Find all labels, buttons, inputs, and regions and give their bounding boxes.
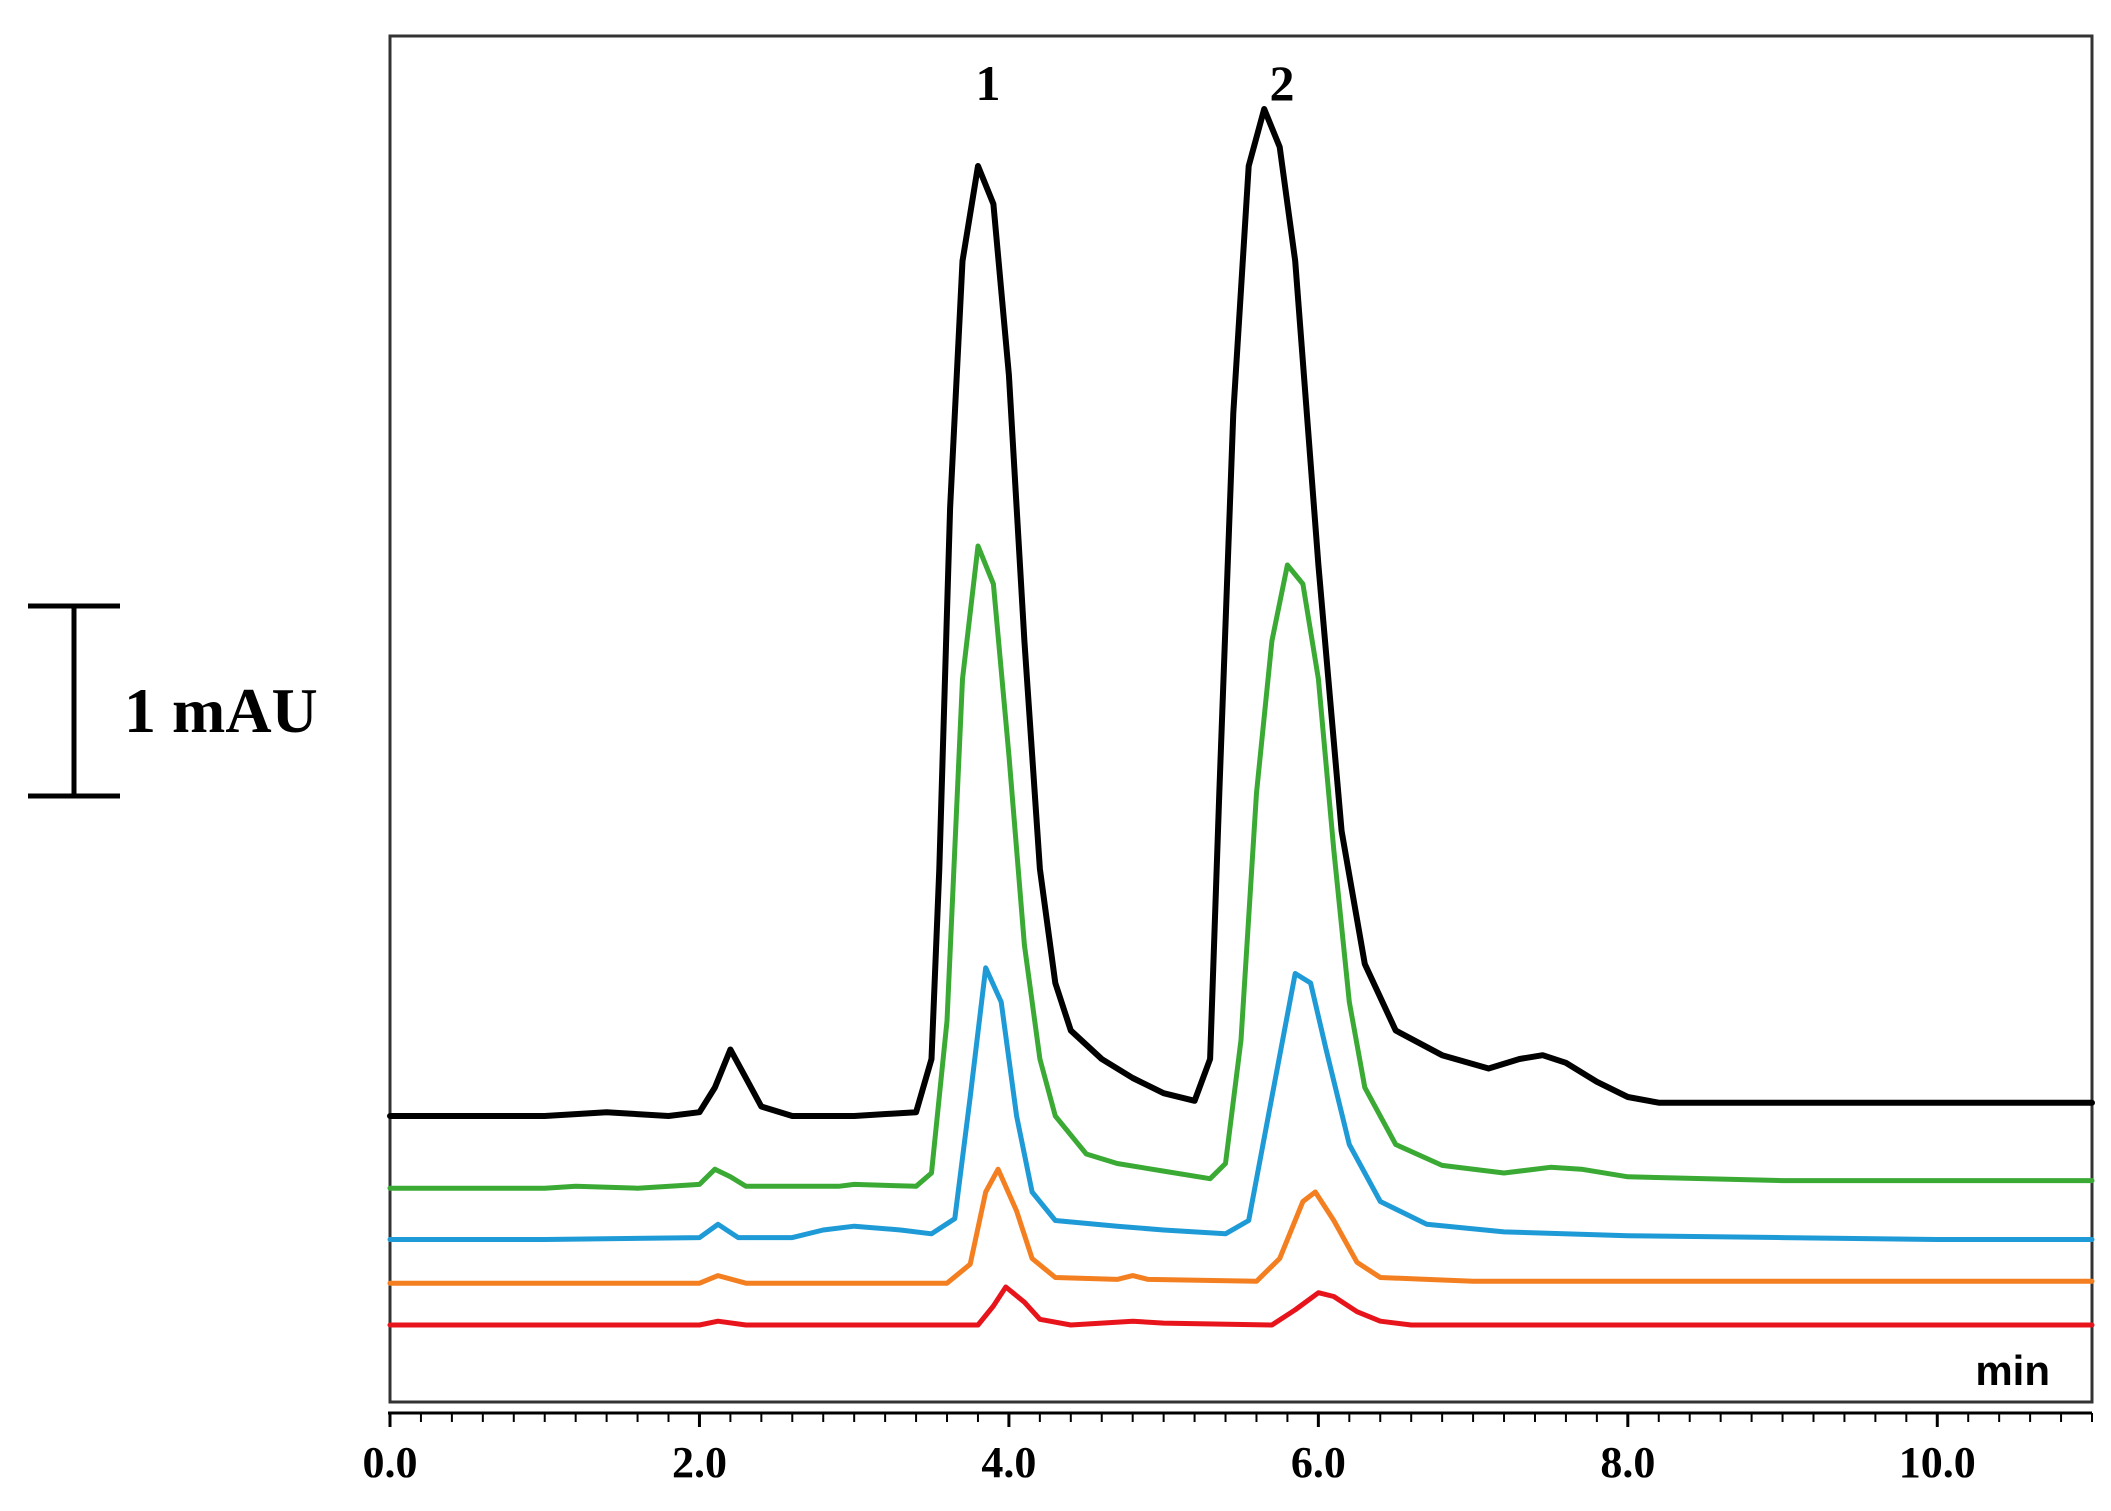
series-line — [387, 106, 2095, 1119]
series-line — [387, 1166, 2095, 1286]
x-tick-label: 2.0 — [672, 1438, 727, 1487]
x-tick-label: 8.0 — [1600, 1438, 1655, 1487]
scale-bar-label: 1 mAU — [124, 675, 318, 746]
x-tick-label: 10.0 — [1899, 1438, 1976, 1487]
x-tick-label: 6.0 — [1291, 1438, 1346, 1487]
peak-label: 1 — [975, 55, 1000, 111]
x-axis-tick-labels: 0.0 2.0 4.0 6.0 8.0 10.0 — [363, 1438, 1976, 1487]
plot-frame — [388, 34, 2094, 1404]
series-line — [387, 965, 2095, 1242]
scale-bar: 1 mAU — [28, 603, 318, 799]
peak-label: 2 — [1269, 55, 1294, 111]
x-tick-label: 4.0 — [981, 1438, 1036, 1487]
series-line — [387, 1284, 2095, 1328]
x-axis-unit-label: min — [1975, 1347, 2050, 1394]
series-line — [387, 543, 2095, 1191]
series-layer — [387, 106, 2095, 1328]
x-axis-ticks — [388, 1413, 2093, 1427]
x-tick-label: 0.0 — [363, 1438, 418, 1487]
